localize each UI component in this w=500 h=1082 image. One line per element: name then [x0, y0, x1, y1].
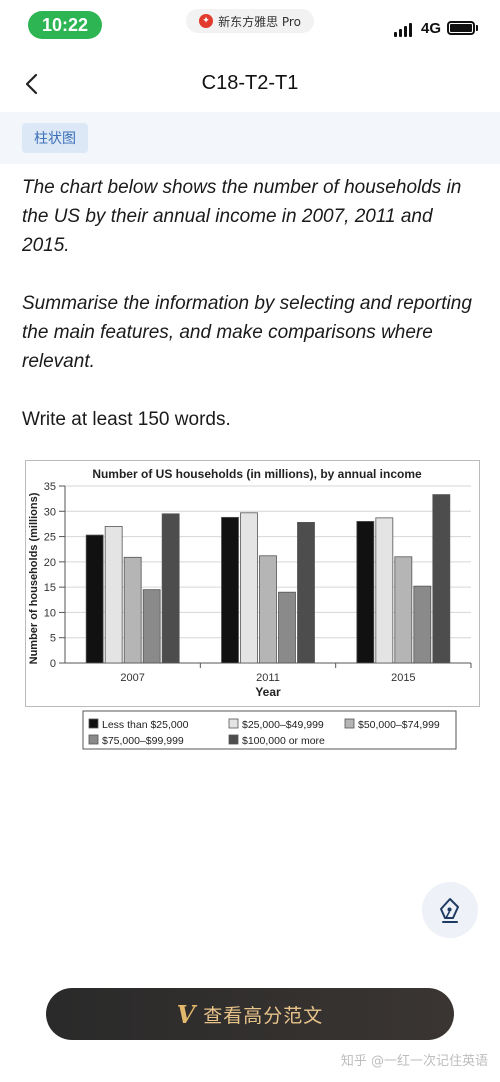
- bar-2011-0: [221, 516, 239, 664]
- watermark: 知乎 @一红一次记住英语: [340, 1054, 488, 1069]
- y-tick-label: 35: [44, 481, 56, 493]
- pen-icon: [440, 898, 459, 923]
- signal-icon: [394, 23, 412, 37]
- bar-2007-0: [85, 534, 104, 664]
- view-model-essay-label: 查看高分范文: [203, 1004, 324, 1027]
- legend-swatch-1: [228, 718, 239, 729]
- prompt-paragraph-1: The chart below shows the number of hous…: [22, 177, 462, 256]
- category-tag[interactable]: 柱状图: [22, 123, 88, 153]
- bar-2011-4: [297, 522, 315, 664]
- x-tick-label: 2015: [391, 672, 415, 684]
- legend-label-1: $25,000–$49,999: [242, 719, 324, 731]
- x-axis-label: Year: [255, 685, 281, 699]
- legend-label-2: $50,000–$74,999: [358, 719, 440, 731]
- tag-band: 柱状图: [0, 112, 500, 164]
- write-essay-button[interactable]: [422, 882, 478, 938]
- legend-swatch-2: [344, 718, 355, 729]
- x-tick-label: 2007: [120, 672, 144, 684]
- legend-swatch-3: [88, 734, 99, 745]
- view-model-essay-button[interactable]: V 查看高分范文: [46, 988, 454, 1040]
- bar-chart-svg: Number of US households (in millions), b…: [25, 460, 480, 750]
- y-tick-label: 25: [44, 532, 56, 544]
- nav-header: C18-T2-T1: [0, 58, 500, 110]
- x-tick-label: 2011: [256, 672, 280, 684]
- bar-2011-3: [278, 591, 296, 664]
- battery-cap: [476, 25, 478, 31]
- legend-label-4: $100,000 or more: [242, 735, 325, 747]
- bar-chart: Number of US households (in millions), b…: [25, 460, 480, 760]
- bar-2015-0: [356, 521, 375, 664]
- bar-2015-1: [375, 517, 394, 664]
- bar-2007-2: [123, 556, 142, 664]
- y-tick-label: 5: [50, 633, 56, 645]
- chevron-left-icon: [25, 73, 38, 95]
- legend-swatch-0: [88, 718, 99, 729]
- app-indicator-pill[interactable]: ✦ 新东方雅思 Pro: [186, 9, 314, 33]
- y-axis-label: Number of households (millions): [28, 492, 40, 664]
- word-requirement: Write at least 150 words.: [22, 409, 231, 430]
- v-logo-icon: V: [176, 999, 196, 1029]
- bar-2015-4: [432, 494, 451, 664]
- bar-2007-3: [142, 589, 161, 664]
- status-bar: 10:22 ✦ 新东方雅思 Pro 4G: [0, 0, 500, 50]
- status-time: 10:22: [28, 11, 102, 39]
- chart-title: Number of US households (in millions), b…: [92, 467, 422, 481]
- y-tick-label: 30: [44, 506, 56, 518]
- bar-2007-1: [104, 526, 123, 664]
- legend-swatch-4: [228, 734, 239, 745]
- bar-2011-1: [240, 512, 258, 664]
- app-name: 新东方雅思 Pro: [218, 14, 301, 29]
- legend-label-3: $75,000–$99,999: [102, 735, 184, 747]
- y-tick-label: 15: [44, 582, 56, 594]
- bar-2015-2: [394, 556, 413, 664]
- legend-box: [82, 710, 457, 750]
- bar-2007-4: [161, 513, 180, 664]
- back-button[interactable]: [18, 70, 44, 98]
- battery-icon: [447, 21, 475, 35]
- y-tick-label: 0: [50, 658, 56, 670]
- network-type: 4G: [421, 20, 442, 37]
- bar-2015-3: [413, 585, 432, 664]
- bar-2011-2: [259, 555, 277, 664]
- chart-frame: [25, 460, 480, 707]
- prompt-paragraph-2: Summarise the information by selecting a…: [22, 293, 472, 372]
- y-tick-label: 10: [44, 607, 56, 619]
- y-tick-label: 20: [44, 557, 56, 569]
- page-title: C18-T2-T1: [201, 72, 299, 94]
- app-logo-icon: ✦: [199, 14, 214, 28]
- legend-label-0: Less than $25,000: [102, 719, 189, 731]
